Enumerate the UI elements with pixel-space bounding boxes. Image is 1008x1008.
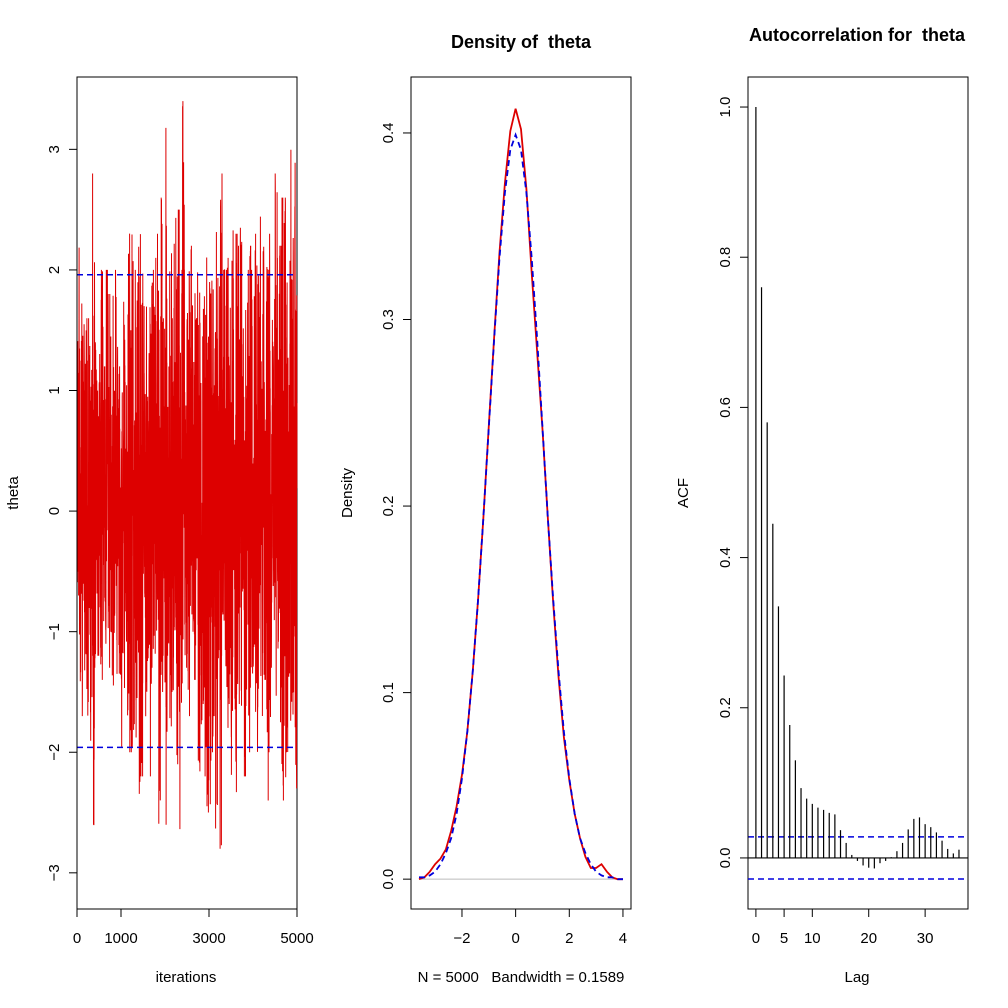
acf-plot-title: Autocorrelation for theta — [749, 25, 966, 45]
acf-x-tick-label: 30 — [917, 930, 934, 947]
density-x-tick-label: −2 — [453, 930, 470, 947]
density-y-tick-label: 0.4 — [380, 123, 397, 144]
acf-x-tick-label: 5 — [780, 930, 788, 947]
trace-x-axis-label: iterations — [156, 969, 217, 986]
density-y-tick-label: 0.0 — [380, 869, 397, 890]
trace-x-tick-label: 3000 — [192, 930, 225, 947]
trace-y-tick-label: −1 — [46, 623, 63, 640]
density-x-axis-label: N = 5000 Bandwidth = 0.1589 — [418, 969, 625, 986]
density-x-tick-label: 4 — [619, 930, 627, 947]
trace-y-tick-label: −2 — [46, 744, 63, 761]
acf-plot-panel: 0 5 10 20 30 0.0 0.2 0.4 0.6 0.8 1.0 Autocorrelati… — [675, 25, 969, 986]
kde-density-line — [418, 108, 623, 881]
trace-line — [76, 101, 298, 849]
density-x-tick-label: 2 — [565, 930, 573, 947]
density-plot-frame — [410, 76, 632, 910]
trace-plot-panel: 0 1000 3000 5000 −3 −2 −1 0 1 2 3 iterations theta — [5, 76, 314, 986]
density-y-tick-label: 0.3 — [380, 309, 397, 330]
trace-x-tick-label: 0 — [73, 930, 81, 947]
acf-y-tick-label: 0.4 — [717, 547, 734, 568]
density-x-tick-label: 0 — [511, 930, 519, 947]
trace-y-tick-label: 3 — [46, 145, 63, 153]
acf-plot-frame — [747, 76, 969, 910]
trace-y-tick-label: 1 — [46, 386, 63, 394]
acf-x-tick-label: 0 — [752, 930, 760, 947]
density-y-tick-label: 0.2 — [380, 496, 397, 517]
acf-y-tick-label: 0.6 — [717, 397, 734, 418]
acf-axes: 0 5 10 20 30 0.0 0.2 0.4 0.6 0.8 1.0 — [717, 97, 933, 947]
trace-reference-lines — [77, 274, 297, 749]
trace-y-axis-label: theta — [5, 476, 22, 510]
density-y-tick-label: 0.1 — [380, 682, 397, 703]
trace-x-tick-label: 1000 — [104, 930, 137, 947]
acf-x-axis-label: Lag — [844, 969, 869, 986]
acf-y-tick-label: 1.0 — [717, 97, 734, 118]
trace-x-tick-label: 5000 — [280, 930, 313, 947]
acf-series-group — [748, 107, 968, 880]
acf-y-tick-label: 0.2 — [717, 697, 734, 718]
density-y-axis-label: Density — [339, 467, 356, 518]
density-plot-panel: −2 0 2 4 0.0 0.1 0.2 0.3 0.4 Density of theta N … — [339, 32, 632, 986]
acf-x-tick-label: 10 — [804, 930, 821, 947]
acf-y-tick-label: 0.0 — [717, 848, 734, 869]
acf-x-tick-label: 20 — [860, 930, 877, 947]
acf-y-tick-label: 0.8 — [717, 247, 734, 268]
trace-axes: 0 1000 3000 5000 −3 −2 −1 0 1 2 3 — [46, 145, 314, 947]
trace-y-tick-label: −3 — [46, 864, 63, 881]
trace-series-group — [76, 101, 298, 849]
density-axes: −2 0 2 4 0.0 0.1 0.2 0.3 0.4 — [380, 123, 627, 947]
trace-y-tick-label: 0 — [46, 507, 63, 515]
density-series-group — [418, 108, 623, 881]
trace-y-tick-label: 2 — [46, 266, 63, 274]
density-plot-title: Density of theta — [451, 32, 592, 52]
acf-y-axis-label: ACF — [675, 478, 692, 508]
normal-density-line — [419, 132, 623, 881]
